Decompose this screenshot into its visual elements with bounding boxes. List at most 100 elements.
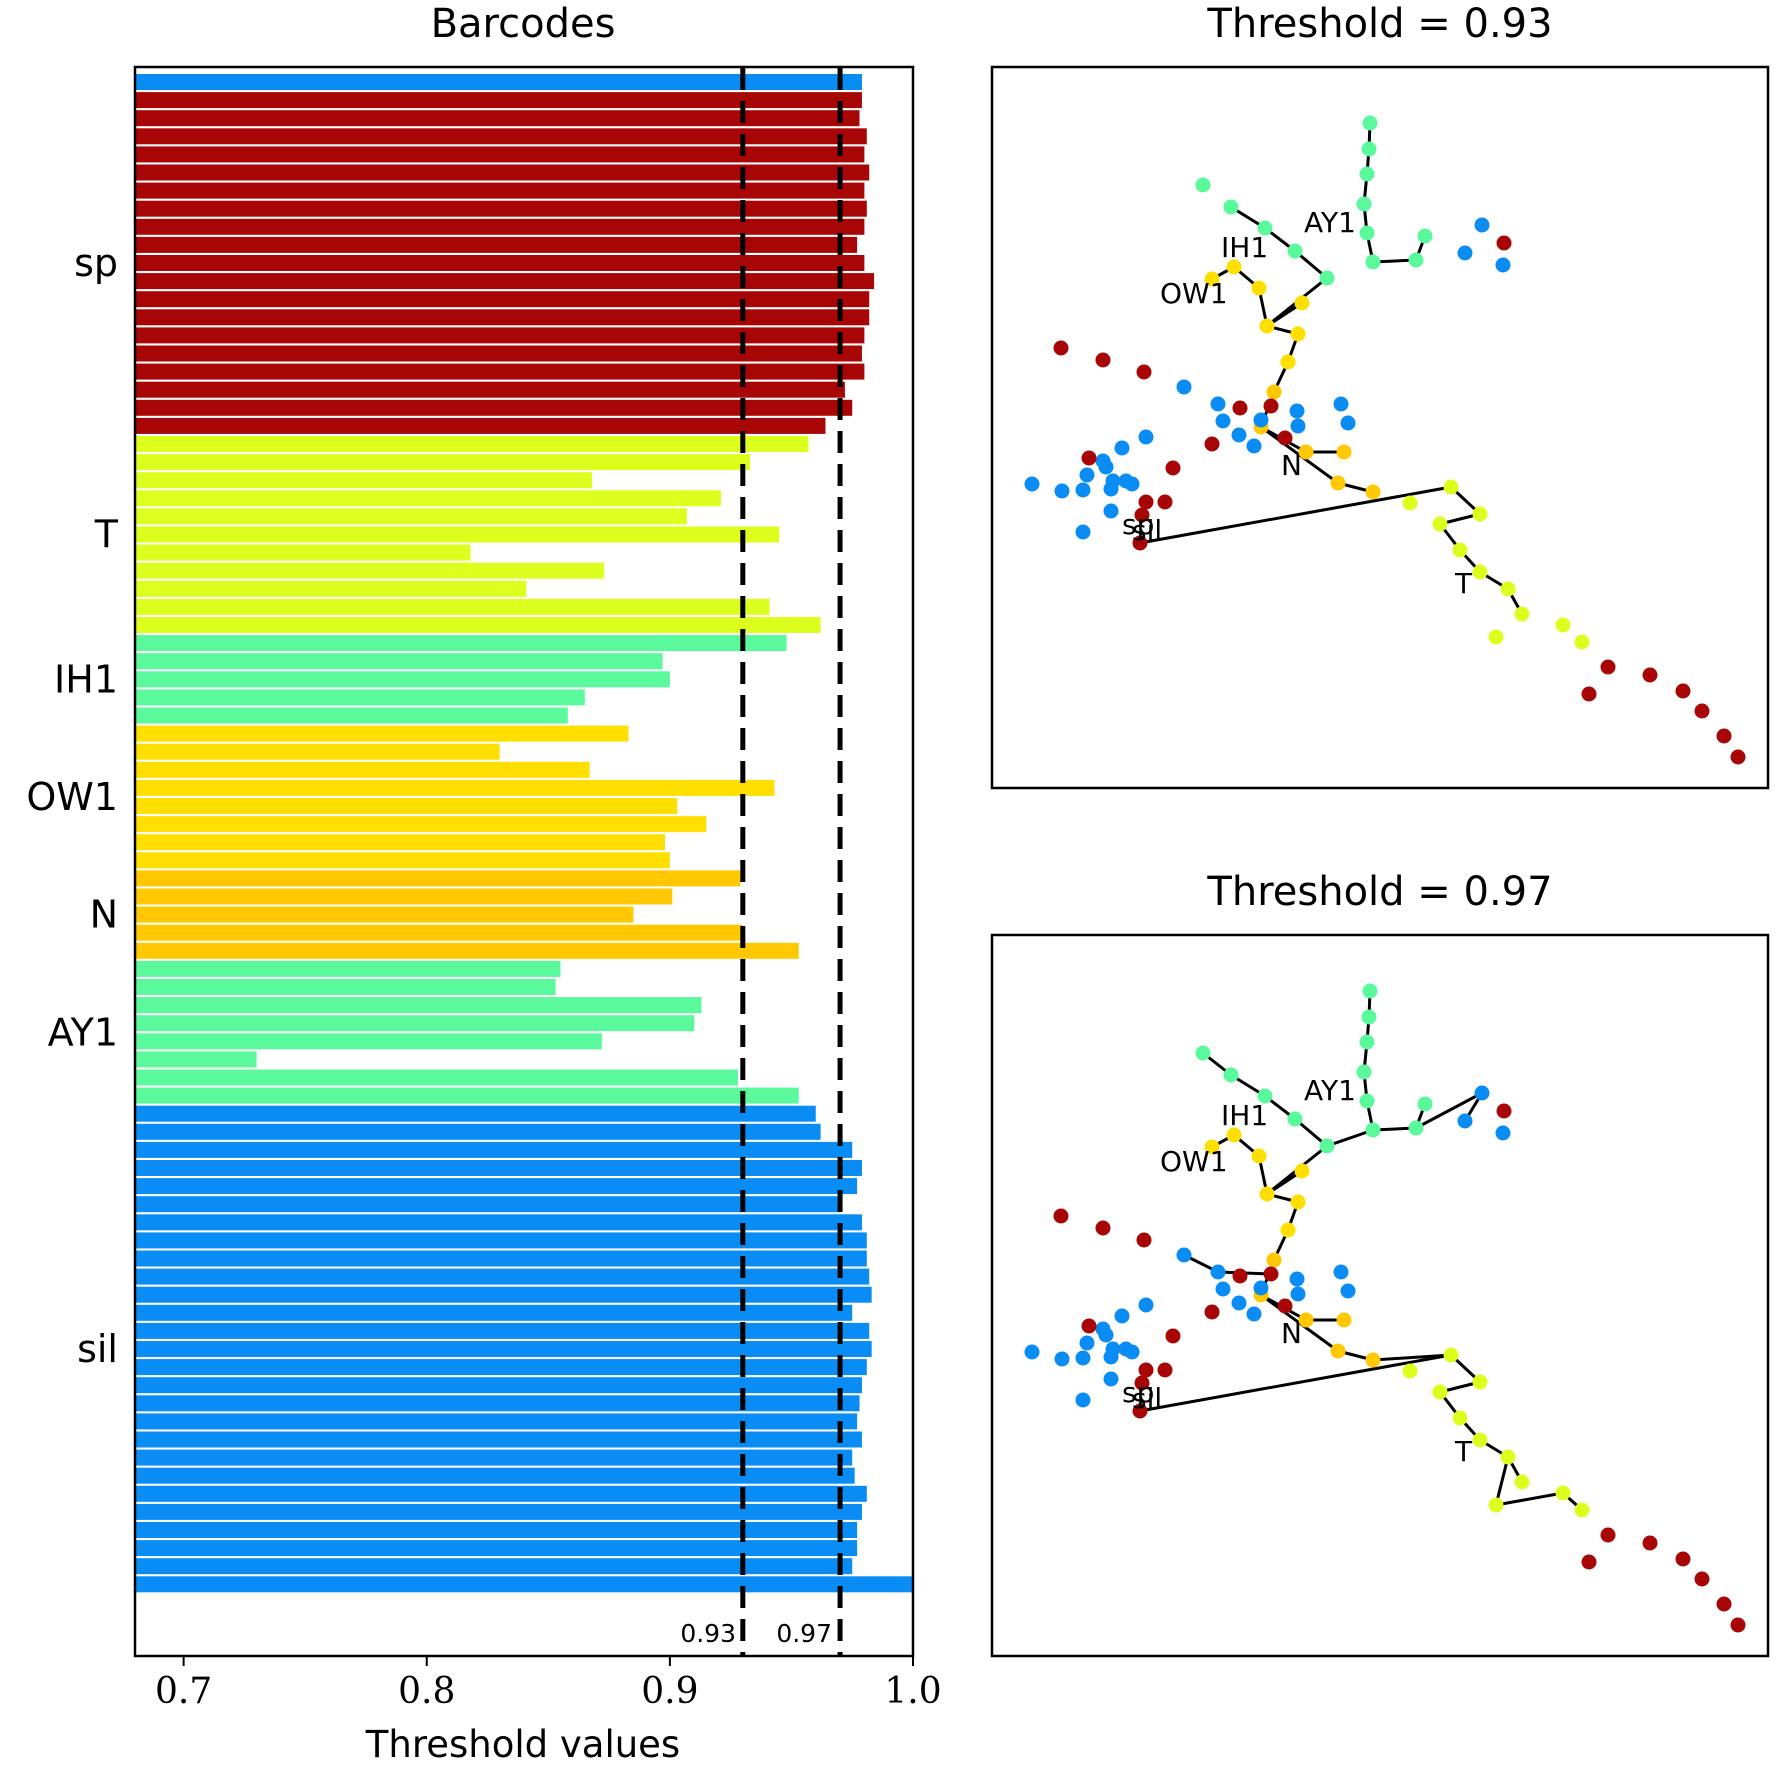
barcode-bar [136, 110, 860, 127]
graph-node [1336, 444, 1352, 460]
graph-node [1079, 467, 1095, 483]
graph-node [1054, 1351, 1070, 1367]
graph-node [1340, 1283, 1356, 1299]
barcode-title: Barcodes [431, 1, 616, 47]
barcode-bar [136, 1160, 862, 1176]
barcode-bar [136, 1069, 738, 1086]
barcode-bar [136, 74, 862, 90]
barcode-bar [136, 1178, 858, 1195]
graph-node [1263, 398, 1279, 414]
barcode-bar [136, 707, 568, 724]
graph-node [1432, 1384, 1448, 1400]
graph-node [1210, 396, 1226, 412]
graph-frame-093 [990, 65, 1770, 790]
barcode-bar [136, 1232, 867, 1249]
barcode-bar [136, 454, 751, 471]
graph-node [1226, 1127, 1242, 1143]
graph-node [1472, 506, 1488, 522]
threshold-label-093: 0.93 [680, 1619, 736, 1648]
graph-node [1290, 1286, 1306, 1302]
graph-node-label: sil [1132, 1382, 1162, 1415]
graph-node [1642, 667, 1658, 683]
graph-node [1259, 318, 1275, 334]
graph-node [1496, 235, 1512, 251]
barcode-bar [136, 906, 634, 923]
graph-node [1266, 384, 1282, 400]
barcode-bar [136, 1196, 841, 1213]
graph-node [1136, 364, 1152, 380]
barcode-bar [136, 1123, 821, 1140]
barcode-bar [136, 1015, 695, 1032]
graph-node [1500, 1449, 1516, 1465]
graph-node [1443, 479, 1459, 495]
graph-node [1277, 430, 1293, 446]
graph-node [1280, 354, 1296, 370]
graph-node [1472, 1374, 1488, 1390]
graph-node [1333, 1264, 1349, 1280]
graph-node [1277, 1298, 1293, 1314]
graph-node [1457, 245, 1473, 261]
graph-node [1361, 1009, 1377, 1025]
barcode-bar [136, 942, 799, 959]
graph-node [1642, 1535, 1658, 1551]
graph-node [1280, 1222, 1296, 1238]
graph-node [1257, 1088, 1273, 1104]
graph-node [1204, 1139, 1220, 1155]
barcode-bar [136, 1341, 872, 1357]
graph-node [1290, 418, 1306, 434]
barcode-bar [136, 743, 500, 760]
graph-node-label: sp [1122, 508, 1154, 541]
barcode-bar [136, 399, 853, 416]
x-tick-label: 0.9 [641, 1671, 698, 1712]
graph-edge [1494, 1456, 1510, 1506]
y-group-label: T [94, 513, 119, 557]
graph-node [1136, 1232, 1152, 1248]
barcode-bar [136, 490, 721, 507]
graph-node [1417, 1096, 1433, 1112]
graph-node [1075, 1392, 1091, 1408]
graph-node [1330, 1343, 1346, 1359]
graph-node [1496, 1103, 1512, 1119]
graph-node [1495, 1125, 1511, 1141]
barcode-bar [136, 1413, 858, 1430]
graph-node [1356, 196, 1372, 212]
graph-node [1359, 1034, 1375, 1050]
graph-node-label: IH1 [1221, 231, 1268, 264]
barcode-bar [136, 997, 702, 1014]
barcode-bars [136, 74, 913, 1593]
barcode-bar [136, 1558, 853, 1575]
barcode-bar [136, 960, 561, 977]
graph-node [1581, 686, 1597, 702]
graph-node-label: T [1454, 567, 1473, 600]
graph-node [1408, 252, 1424, 268]
barcode-bar [136, 1051, 257, 1068]
graph-node-label: AY1 [1304, 1074, 1356, 1107]
graph-node [1204, 436, 1220, 452]
graph-node-label: N [1281, 1317, 1302, 1350]
graph-node [1472, 1432, 1488, 1448]
barcode-bar [136, 562, 605, 579]
graph-node [1124, 1344, 1140, 1360]
graph-node [1472, 564, 1488, 580]
barcode-bar [136, 1286, 872, 1303]
barcode-bar [136, 779, 775, 796]
barcode-bar [136, 526, 780, 543]
graph-node [1204, 1304, 1220, 1320]
graph-node-label: N [1281, 449, 1302, 482]
barcode-bar [136, 309, 870, 326]
barcode-bar [136, 1214, 862, 1231]
graph-node [1231, 427, 1247, 443]
graph-node [1333, 396, 1349, 412]
barcode-bar [136, 1485, 867, 1502]
graph-node [1138, 1297, 1154, 1313]
graph-node [1176, 379, 1192, 395]
barcode-bar [136, 544, 471, 561]
graph-node [1223, 1067, 1239, 1083]
graph-node [1488, 629, 1504, 645]
x-axis-ticks: 0.7 0.8 0.9 1.0 [155, 1656, 942, 1712]
graph-node [1103, 1371, 1119, 1387]
graph-node [1443, 1347, 1459, 1363]
barcode-bar [136, 1540, 858, 1557]
